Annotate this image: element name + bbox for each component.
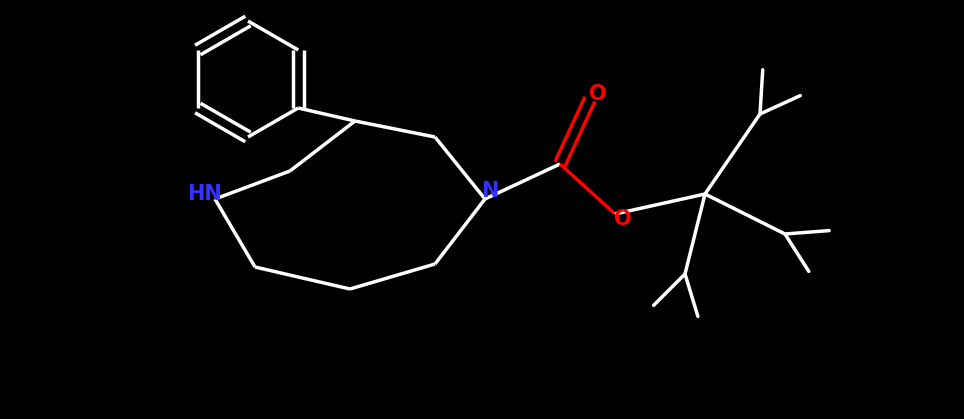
- Text: HN: HN: [188, 184, 223, 204]
- Text: O: O: [614, 209, 631, 229]
- Text: N: N: [481, 181, 498, 201]
- Text: O: O: [589, 84, 606, 104]
